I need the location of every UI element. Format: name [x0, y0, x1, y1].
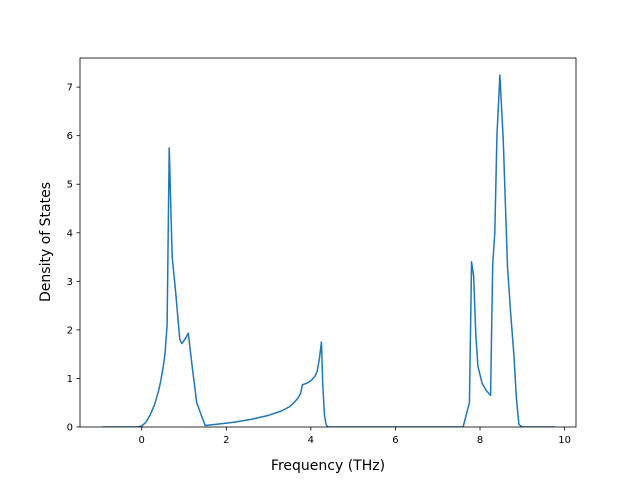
x-tick-label: 6: [392, 435, 398, 446]
y-tick-label: 3: [67, 277, 73, 288]
x-tick-label: 8: [477, 435, 483, 446]
dos-line-0: [102, 74, 555, 427]
axes-layer: 0 2 4 6 8 10 0 1 2 3 4 5 6 7: [67, 57, 577, 446]
y-tick-label: 1: [67, 374, 73, 385]
axes-frame: [79, 57, 577, 428]
y-axis-label: Density of States: [38, 182, 54, 302]
y-tick-label: 7: [67, 83, 73, 94]
x-tick-label: 10: [558, 435, 571, 446]
y-tick-label: 4: [67, 228, 73, 239]
x-axis-label: Frequency (THz): [271, 458, 385, 474]
y-tick-label: 0: [67, 423, 73, 434]
x-tick-label: 0: [139, 435, 145, 446]
x-tick-label: 4: [308, 435, 314, 446]
series-layer: [102, 74, 555, 427]
y-tick-label: 5: [67, 180, 73, 191]
y-tick-label: 2: [67, 325, 73, 336]
y-tick-label: 6: [67, 131, 73, 142]
x-tick-label: 2: [223, 435, 229, 446]
